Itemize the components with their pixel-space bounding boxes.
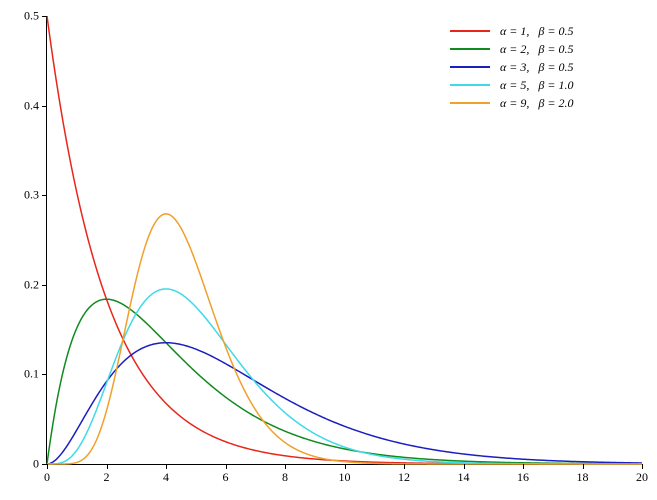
legend-label: α = 9, β = 2.0 <box>500 96 573 111</box>
series-line-2 <box>47 343 642 464</box>
legend-label: α = 3, β = 0.5 <box>500 60 573 75</box>
legend-label: α = 5, β = 1.0 <box>500 78 573 93</box>
x-tick-label: 6 <box>223 470 229 485</box>
legend-label: α = 2, β = 0.5 <box>500 42 573 57</box>
x-tick-label: 16 <box>517 470 529 485</box>
legend-swatch <box>450 30 490 32</box>
legend-swatch <box>450 66 490 68</box>
x-tick <box>47 464 48 469</box>
legend-row: α = 5, β = 1.0 <box>450 76 573 94</box>
legend: α = 1, β = 0.5 α = 2, β = 0.5 α = 3, β = 0… <box>450 22 573 112</box>
y-tick <box>42 285 47 286</box>
legend-label: α = 1, β = 0.5 <box>500 24 573 39</box>
y-tick-label: 0.5 <box>24 9 39 24</box>
x-tick-label: 0 <box>44 470 50 485</box>
y-tick <box>42 464 47 465</box>
x-tick-label: 2 <box>104 470 110 485</box>
legend-row: α = 3, β = 0.5 <box>450 58 573 76</box>
legend-row: α = 9, β = 2.0 <box>450 94 573 112</box>
legend-swatch <box>450 48 490 50</box>
x-tick-label: 20 <box>636 470 648 485</box>
y-tick <box>42 106 47 107</box>
y-tick <box>42 374 47 375</box>
x-tick-label: 4 <box>163 470 169 485</box>
legend-swatch <box>450 102 490 104</box>
y-tick <box>42 16 47 17</box>
x-tick <box>583 464 584 469</box>
x-tick-label: 8 <box>282 470 288 485</box>
x-tick-label: 10 <box>339 470 351 485</box>
x-tick <box>107 464 108 469</box>
legend-row: α = 2, β = 0.5 <box>450 40 573 58</box>
series-line-1 <box>47 299 642 464</box>
legend-swatch <box>450 84 490 86</box>
x-tick-label: 12 <box>398 470 410 485</box>
x-tick <box>464 464 465 469</box>
x-tick-label: 14 <box>458 470 470 485</box>
y-tick-label: 0 <box>33 457 39 472</box>
x-tick <box>642 464 643 469</box>
y-tick-label: 0.3 <box>24 188 39 203</box>
y-tick <box>42 195 47 196</box>
x-tick <box>523 464 524 469</box>
x-tick <box>404 464 405 469</box>
y-tick-label: 0.1 <box>24 367 39 382</box>
x-tick <box>226 464 227 469</box>
legend-row: α = 1, β = 0.5 <box>450 22 573 40</box>
x-tick-label: 18 <box>577 470 589 485</box>
x-tick <box>166 464 167 469</box>
x-tick <box>285 464 286 469</box>
series-line-3 <box>47 289 642 464</box>
x-tick <box>345 464 346 469</box>
y-tick-label: 0.4 <box>24 98 39 113</box>
y-tick-label: 0.2 <box>24 277 39 292</box>
